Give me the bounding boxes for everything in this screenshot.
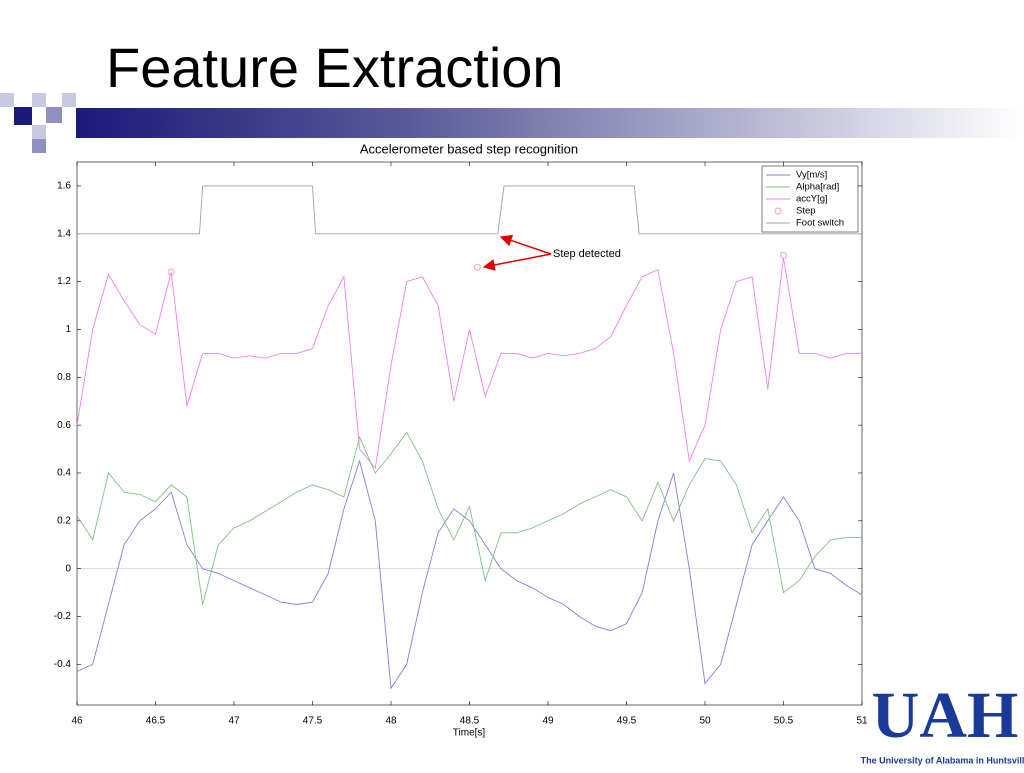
logo-text: UAH xyxy=(872,679,1019,752)
legend-label: Foot switch xyxy=(796,218,844,229)
legend-label: Step xyxy=(796,206,816,217)
y-tick-label: 0.2 xyxy=(57,515,71,526)
step-marker xyxy=(167,268,175,276)
y-tick-label: 1.6 xyxy=(57,181,71,192)
x-tick-label: 51 xyxy=(856,716,868,727)
y-tick-label: 1.2 xyxy=(57,276,71,287)
y-tick-label: -0.2 xyxy=(54,611,72,622)
y-tick-label: 1.4 xyxy=(57,228,71,239)
x-tick-label: 48.5 xyxy=(460,716,480,727)
x-tick-label: 49.5 xyxy=(617,716,637,727)
x-tick-label: 49 xyxy=(542,716,554,727)
step-marker xyxy=(780,251,787,259)
x-tick-label: 46.5 xyxy=(146,716,166,727)
x-tick-label: 50 xyxy=(699,716,711,727)
header-decoration xyxy=(0,93,1024,153)
legend-label: Vy[m/s] xyxy=(796,170,827,181)
y-tick-label: 0.6 xyxy=(57,420,71,431)
x-tick-label: 48 xyxy=(385,716,397,727)
legend-label: Alpha[rad] xyxy=(796,182,839,193)
slide-title: Feature Extraction xyxy=(106,36,564,99)
legend-marker xyxy=(774,207,782,215)
series-line xyxy=(76,459,863,690)
y-tick-label: 0.8 xyxy=(57,372,71,383)
logo-subtitle: The University of Alabama in Huntsville xyxy=(861,755,1024,765)
y-tick-label: 1 xyxy=(65,324,71,335)
y-tick-label: -0.4 xyxy=(54,659,72,670)
y-tick-label: 0 xyxy=(65,563,71,574)
logo: UAH The University of Alabama in Huntsvi… xyxy=(861,679,1024,765)
series-line xyxy=(76,431,862,605)
annotation-text: Step detected xyxy=(553,248,621,260)
series-line xyxy=(76,257,862,470)
x-tick-label: 50.5 xyxy=(774,716,794,727)
chart-title: Accelerometer based step recognition xyxy=(360,141,578,156)
x-tick-label: 47 xyxy=(228,716,240,727)
legend-label: accY[g] xyxy=(796,194,828,205)
plot-frame xyxy=(76,161,863,706)
y-tick-label: 0.4 xyxy=(57,468,71,479)
x-tick-label: 47.5 xyxy=(303,716,323,727)
x-tick-label: 46 xyxy=(71,716,83,727)
step-marker xyxy=(473,263,481,271)
annotation: Step detected xyxy=(482,234,621,271)
series-line xyxy=(77,185,862,235)
x-axis-label: Time[s] xyxy=(453,728,486,739)
